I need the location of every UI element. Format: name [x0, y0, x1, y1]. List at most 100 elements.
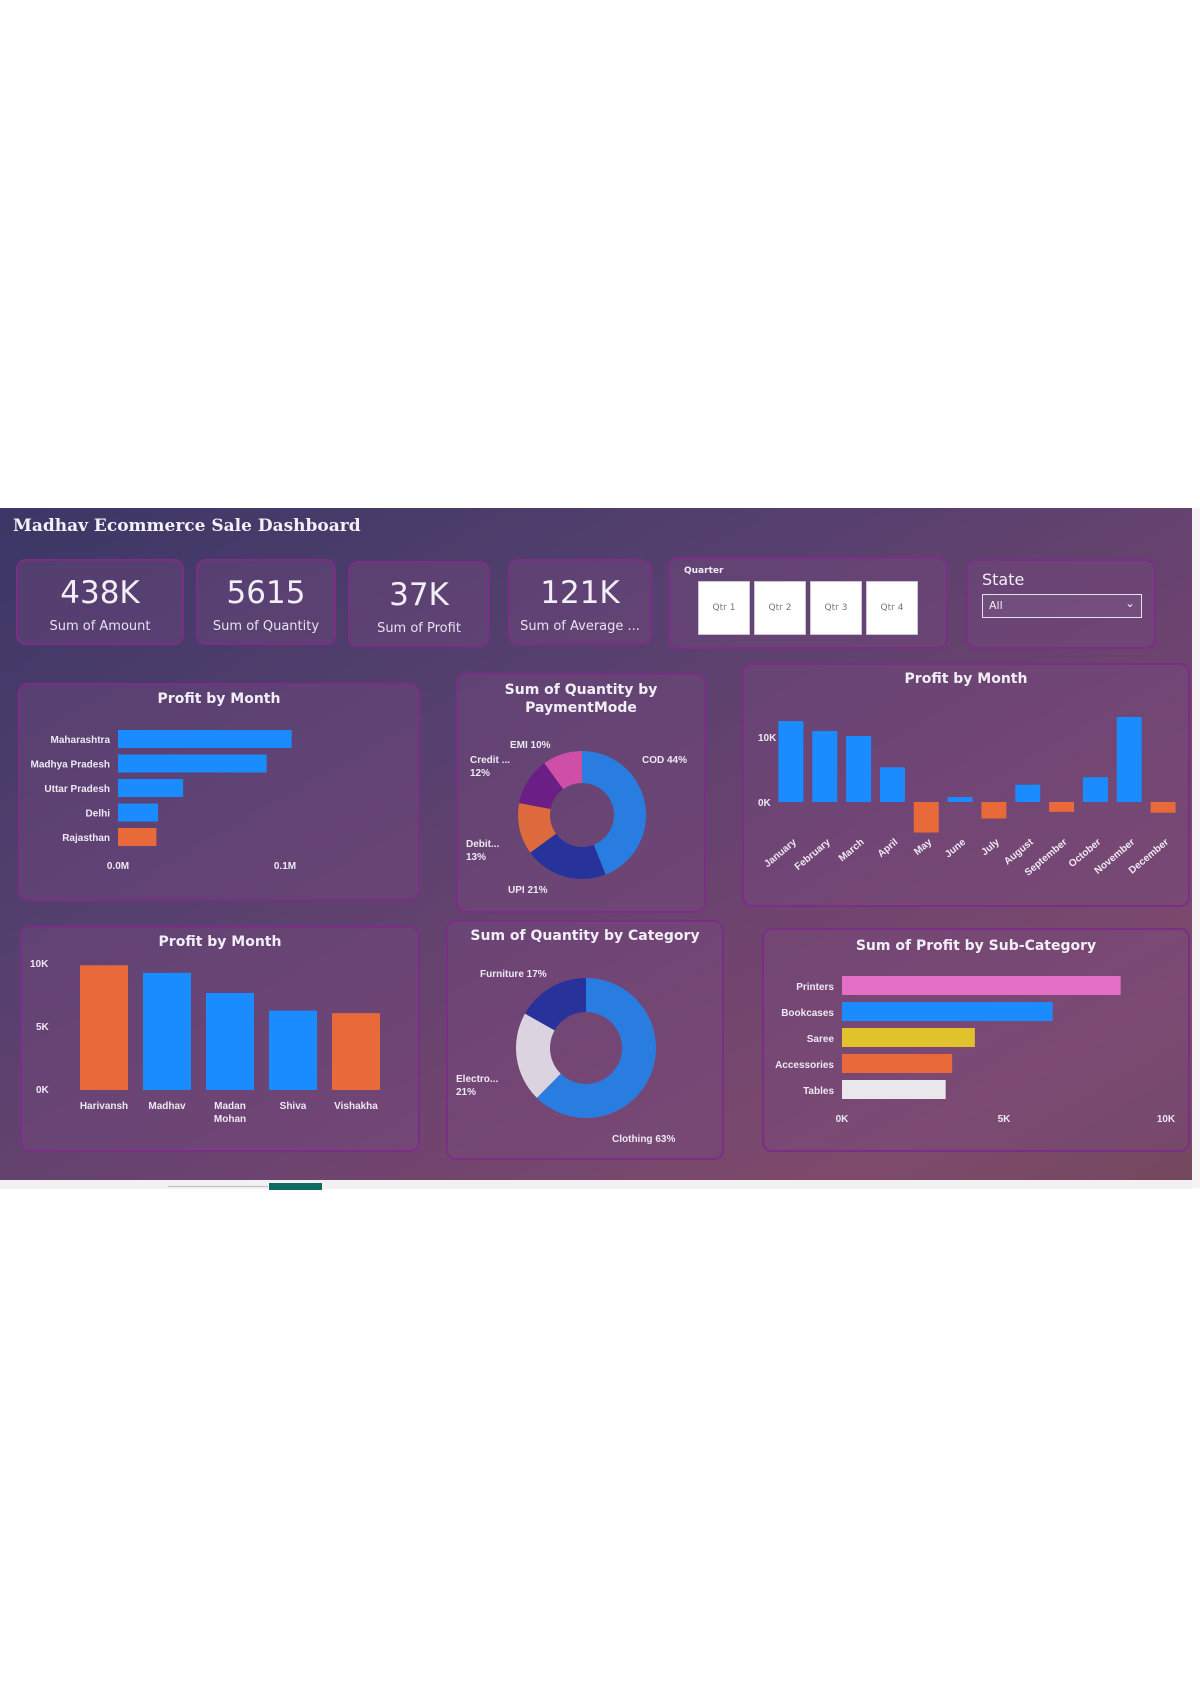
slice-label: 12% [470, 768, 490, 779]
x-tick-label: July [979, 837, 1002, 859]
chart-title: Sum of Quantity by Category [470, 928, 700, 944]
quarter-option-q2[interactable]: Qtr 2 [754, 581, 806, 635]
kpi-card-amount[interactable]: 438K Sum of Amount [16, 559, 184, 645]
slice-label: UPI 21% [508, 885, 548, 896]
bar [206, 992, 254, 1090]
slice-label: Electro... [456, 1074, 498, 1085]
kpi-label: Sum of Average ... [520, 619, 640, 634]
donut-slice [530, 833, 606, 879]
x-tick-label: Harivansh [80, 1101, 128, 1112]
y-tick-label: 10K [758, 733, 777, 744]
bar [118, 779, 184, 797]
bar [846, 735, 872, 802]
kpi-label: Sum of Amount [49, 619, 151, 634]
dashboard: Madhav Ecommerce Sale Dashboard 438K Sum… [0, 508, 1192, 1180]
x-tick-label: June [943, 837, 968, 861]
chart-0-svg: Maharashtra Madhya Pradesh Uttar Pradesh De… [31, 730, 296, 872]
state-slicer: State All ⌄ [966, 559, 1156, 649]
chart-4-svg: Clothing 63% Electro... 21% Furniture 17% [456, 969, 675, 1145]
category-label: Saree [807, 1034, 835, 1045]
bar [1082, 777, 1108, 802]
x-tick-label: Madhav [148, 1101, 186, 1112]
x-tick-label: 0K [836, 1114, 850, 1125]
quarter-option-q4[interactable]: Qtr 4 [866, 581, 918, 635]
category-label: Tables [803, 1086, 834, 1097]
bar [842, 1054, 953, 1073]
bar [1049, 802, 1075, 812]
bar [80, 965, 128, 1090]
y-tick-label: 5K [36, 1022, 50, 1033]
kpi-card-average[interactable]: 121K Sum of Average ... [508, 559, 652, 645]
quarter-slicer: Quarter Qtr 1 Qtr 2 Qtr 3 Qtr 4 [668, 557, 948, 649]
page-tabs-strip [0, 1180, 1192, 1189]
quarter-option-q1[interactable]: Qtr 1 [698, 581, 750, 635]
x-tick-label: 5K [998, 1114, 1012, 1125]
quarter-option-q3[interactable]: Qtr 3 [810, 581, 862, 635]
category-label: Printers [796, 982, 834, 993]
bar [879, 767, 905, 802]
bar [118, 803, 159, 822]
category-label: Madhya Pradesh [31, 760, 110, 771]
donut-slice [519, 763, 564, 810]
x-tick-label: Madan [214, 1101, 246, 1112]
chart-quantity-by-paymentmode: Sum of Quantity by PaymentMode COD 44% UP… [456, 673, 706, 913]
chart-quantity-by-category: Sum of Quantity by Category Clothing 63%… [446, 920, 724, 1160]
bar [269, 1010, 317, 1090]
chart-title: Profit by Month [158, 934, 282, 950]
x-tick-label: 10K [1157, 1114, 1176, 1125]
x-tick-label: February [793, 837, 833, 873]
bar [842, 1002, 1053, 1021]
donut-slice [544, 751, 582, 790]
chart-profit-by-month: Profit by Month 10K 0K January February Marc… [742, 663, 1190, 907]
slice-label: Credit ... [470, 755, 510, 766]
x-tick-label: March [837, 837, 867, 864]
active-page-tab[interactable] [269, 1183, 322, 1190]
kpi-value: 121K [540, 575, 620, 611]
donut-slice [525, 978, 586, 1031]
donut-slice [516, 1013, 561, 1098]
bar [143, 972, 191, 1090]
x-tick-label: Shiva [280, 1101, 307, 1112]
quarter-slicer-title: Quarter [684, 566, 724, 576]
kpi-value: 5615 [226, 575, 306, 611]
y-tick-label: 0K [758, 798, 772, 809]
chart-title: Profit by Month [904, 671, 1028, 687]
x-tick-label: 0.0M [107, 861, 129, 872]
category-label: Accessories [775, 1060, 834, 1071]
bar [812, 731, 838, 802]
kpi-card-profit[interactable]: 37K Sum of Profit [348, 561, 490, 647]
state-slicer-title: State [982, 570, 1025, 589]
slice-label: Furniture 17% [480, 969, 547, 980]
bar [842, 1028, 975, 1047]
x-tick-label: April [876, 837, 901, 860]
bar [842, 1080, 946, 1099]
kpi-value: 37K [389, 577, 449, 613]
bar [1015, 784, 1041, 802]
slice-label: 21% [456, 1087, 476, 1098]
chevron-down-icon: ⌄ [1124, 596, 1135, 610]
bar [118, 754, 267, 773]
tab-divider [168, 1186, 268, 1187]
bar [913, 802, 939, 833]
state-dropdown[interactable]: All ⌄ [982, 594, 1142, 618]
bar [118, 828, 157, 846]
x-tick-label: Mohan [214, 1114, 246, 1125]
right-edge-strip [1192, 508, 1200, 1188]
bar [1150, 802, 1176, 813]
bar [118, 730, 292, 748]
slice-label: EMI 10% [510, 740, 551, 751]
bar [332, 1013, 380, 1090]
kpi-card-quantity[interactable]: 5615 Sum of Quantity [196, 559, 336, 645]
slice-label: 13% [466, 852, 486, 863]
chart-title: Sum of Quantity by PaymentMode [504, 682, 658, 716]
kpi-label: Sum of Profit [377, 621, 461, 636]
chart-3-svg: 10K 5K 0K Harivansh Madhav Madan Mohan Shiva Vis… [30, 959, 380, 1125]
x-tick-label: May [912, 837, 934, 858]
chart-title: Profit by Month [157, 691, 281, 707]
donut-slice [518, 803, 557, 853]
y-tick-label: 0K [36, 1085, 50, 1096]
chart-title: Sum of Profit by Sub-Category [855, 938, 1097, 954]
kpi-value: 438K [60, 575, 140, 611]
category-label: Maharashtra [51, 735, 111, 746]
